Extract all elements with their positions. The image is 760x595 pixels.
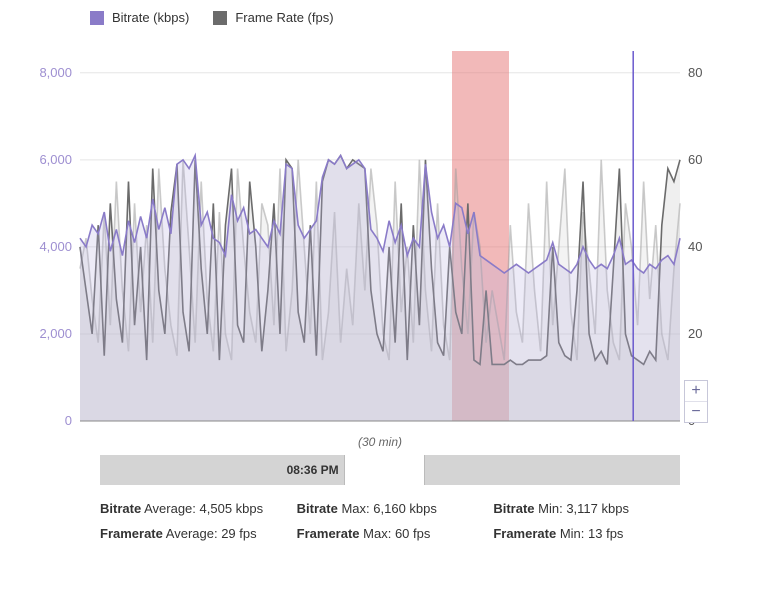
svg-text:60: 60 [688,152,702,167]
svg-text:6,000: 6,000 [39,152,72,167]
legend-label-bitrate: Bitrate (kbps) [112,10,189,25]
chart-legend: Bitrate (kbps) Frame Rate (fps) [90,10,740,25]
chart-area[interactable]: 02,0004,0006,0008,000020406080 + − [20,31,740,431]
legend-swatch-framerate [213,11,227,25]
svg-text:40: 40 [688,239,702,254]
stat-framerate-avg: Framerate Average: 29 fps [100,526,287,541]
legend-swatch-bitrate [90,11,104,25]
svg-text:8,000: 8,000 [39,65,72,80]
svg-text:20: 20 [688,326,702,341]
legend-item-framerate[interactable]: Frame Rate (fps) [213,10,333,25]
stat-framerate-max: Framerate Max: 60 fps [297,526,484,541]
stat-bitrate-min: Bitrate Min: 3,117 kbps [493,501,680,516]
zoom-control: + − [684,380,708,423]
scrub-time-label: 08:36 PM [287,463,345,477]
stat-bitrate-max: Bitrate Max: 6,160 kbps [297,501,484,516]
svg-text:0: 0 [65,413,72,428]
chart-svg: 02,0004,0006,0008,000020406080 [20,31,740,431]
svg-text:2,000: 2,000 [39,326,72,341]
chart-caption: (30 min) [20,435,740,449]
svg-text:80: 80 [688,65,702,80]
scrub-window[interactable]: 08:36 PM [344,455,425,485]
stat-bitrate-avg: Bitrate Average: 4,505 kbps [100,501,287,516]
time-scrubber[interactable]: 08:36 PM [100,455,680,485]
zoom-in-button[interactable]: + [685,381,707,402]
legend-label-framerate: Frame Rate (fps) [235,10,333,25]
legend-item-bitrate[interactable]: Bitrate (kbps) [90,10,189,25]
zoom-out-button[interactable]: − [685,402,707,422]
svg-text:4,000: 4,000 [39,239,72,254]
stat-framerate-min: Framerate Min: 13 fps [493,526,680,541]
stats-grid: Bitrate Average: 4,505 kbps Bitrate Max:… [100,501,680,541]
